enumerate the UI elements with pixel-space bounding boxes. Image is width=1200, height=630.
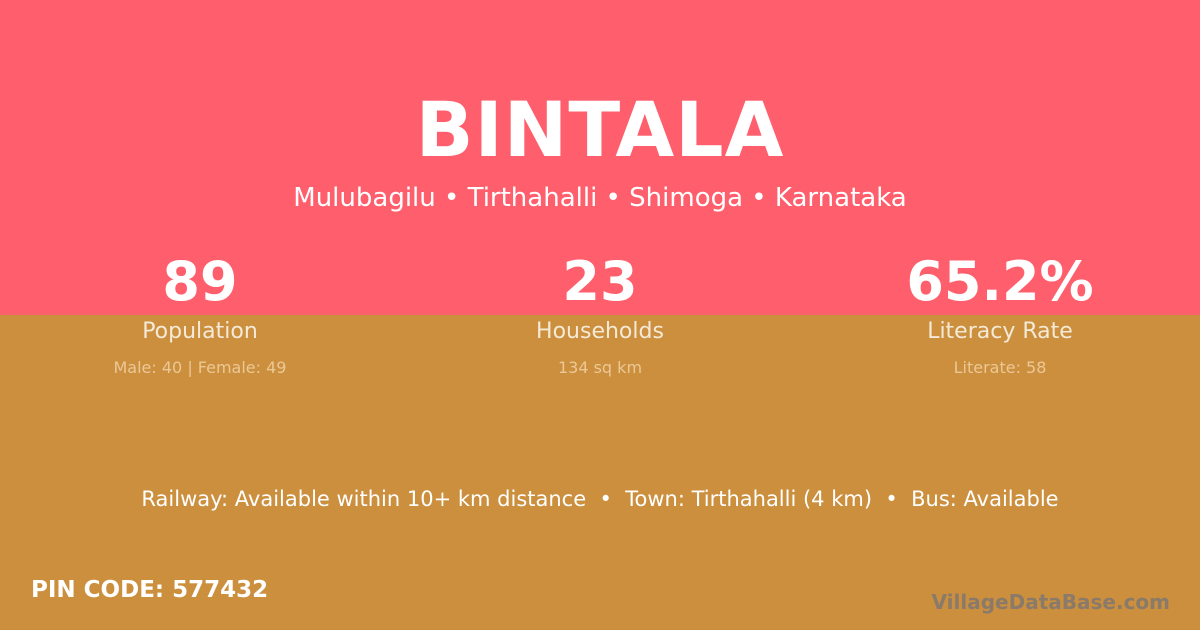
stat-population: 89 Population Male: 40 | Female: 49 (0, 250, 400, 377)
stat-label: Population (142, 319, 258, 344)
header-band (0, 0, 1200, 315)
stat-label: Households (536, 319, 664, 344)
connectivity-info: Railway: Available within 10+ km distanc… (141, 487, 1059, 511)
stat-literacy: 65.2% Literacy Rate Literate: 58 (800, 250, 1200, 377)
stat-detail: Literate: 58 (953, 358, 1047, 377)
pin-code: PIN CODE: 577432 (31, 577, 269, 603)
stat-label: Literacy Rate (927, 319, 1073, 344)
stat-value: 65.2% (906, 250, 1094, 313)
stat-detail: 134 sq km (557, 358, 643, 377)
village-title: BINTALA (415, 85, 785, 174)
stat-households: 23 Households 134 sq km (400, 250, 800, 377)
stat-value: 89 (162, 250, 238, 313)
stat-value: 23 (562, 250, 638, 313)
location-breadcrumb: Mulubagilu • Tirthahalli • Shimoga • Kar… (293, 183, 907, 213)
watermark: VillageDataBase.com (931, 590, 1170, 614)
stat-detail: Male: 40 | Female: 49 (113, 358, 287, 377)
